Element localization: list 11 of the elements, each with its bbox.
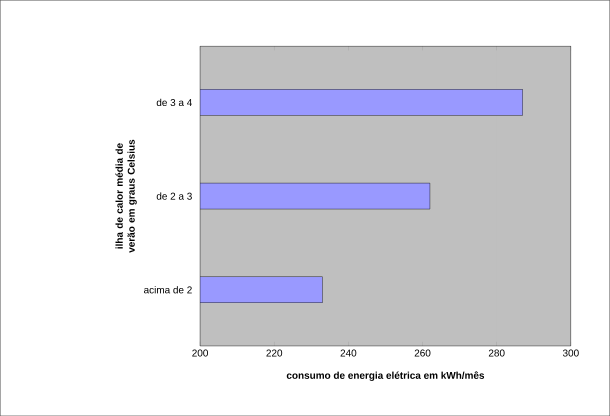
x-tick-label: 300 (562, 349, 579, 356)
x-tick-label: 260 (414, 349, 430, 356)
y-axis-title: ilha de calor média de verão em graus Celsius (115, 140, 137, 253)
y-tick-label: de 2 a 3 (156, 192, 192, 200)
x-tick-label: 220 (266, 349, 282, 356)
y-tick-label: acima de 2 (144, 286, 192, 294)
x-axis-title: consumo de energia elétrica em kWh/mês (286, 371, 484, 381)
x-tick-label: 240 (340, 349, 356, 356)
y-tick-label: de 3 a 4 (156, 98, 192, 106)
x-tick-label: 280 (488, 349, 505, 356)
x-tick-label: 200 (192, 349, 208, 356)
